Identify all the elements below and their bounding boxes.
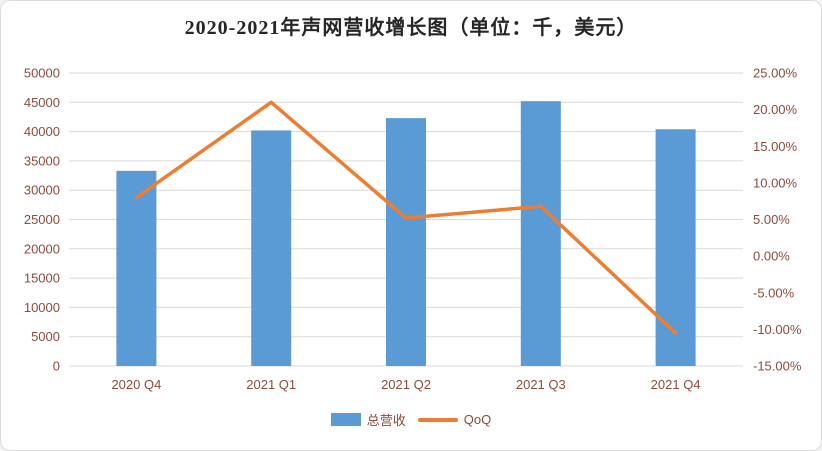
svg-text:-10.00%: -10.00%	[753, 322, 802, 337]
svg-text:2021 Q1: 2021 Q1	[246, 377, 296, 392]
legend-bar-swatch-icon	[330, 413, 361, 426]
svg-text:10.00%: 10.00%	[753, 175, 798, 190]
svg-text:40000: 40000	[24, 124, 60, 139]
legend-item-revenue: 总营收	[330, 410, 406, 429]
svg-text:2021 Q2: 2021 Q2	[381, 377, 431, 392]
legend-label-revenue: 总营收	[366, 413, 406, 428]
svg-text:20000: 20000	[24, 241, 60, 256]
svg-text:15000: 15000	[24, 271, 60, 286]
chart-legend: 总营收 QoQ	[1, 410, 821, 429]
svg-text:30000: 30000	[24, 183, 60, 198]
svg-text:25.00%: 25.00%	[753, 66, 798, 81]
chart-title: 2020-2021年声网营收增长图（单位：千，美元）	[184, 17, 638, 39]
svg-text:5000: 5000	[31, 329, 60, 344]
svg-text:15.00%: 15.00%	[753, 139, 798, 154]
svg-text:2021 Q3: 2021 Q3	[516, 377, 566, 392]
legend-label-qoq: QoQ	[463, 412, 492, 427]
legend-item-qoq: QoQ	[417, 412, 492, 427]
svg-text:50000: 50000	[24, 66, 60, 81]
svg-text:10000: 10000	[24, 300, 60, 315]
svg-text:0.00%: 0.00%	[753, 249, 790, 264]
svg-text:25000: 25000	[24, 212, 60, 227]
svg-text:0: 0	[53, 359, 60, 374]
svg-text:2020 Q4: 2020 Q4	[111, 377, 161, 392]
svg-text:5.00%: 5.00%	[753, 212, 790, 227]
svg-text:20.00%: 20.00%	[753, 102, 798, 117]
legend-line-swatch-icon	[417, 417, 458, 422]
svg-text:35000: 35000	[24, 153, 60, 168]
svg-text:-5.00%: -5.00%	[753, 285, 795, 300]
svg-text:45000: 45000	[24, 95, 60, 110]
svg-text:-15.00%: -15.00%	[753, 359, 802, 374]
svg-text:2021 Q4: 2021 Q4	[651, 377, 701, 392]
